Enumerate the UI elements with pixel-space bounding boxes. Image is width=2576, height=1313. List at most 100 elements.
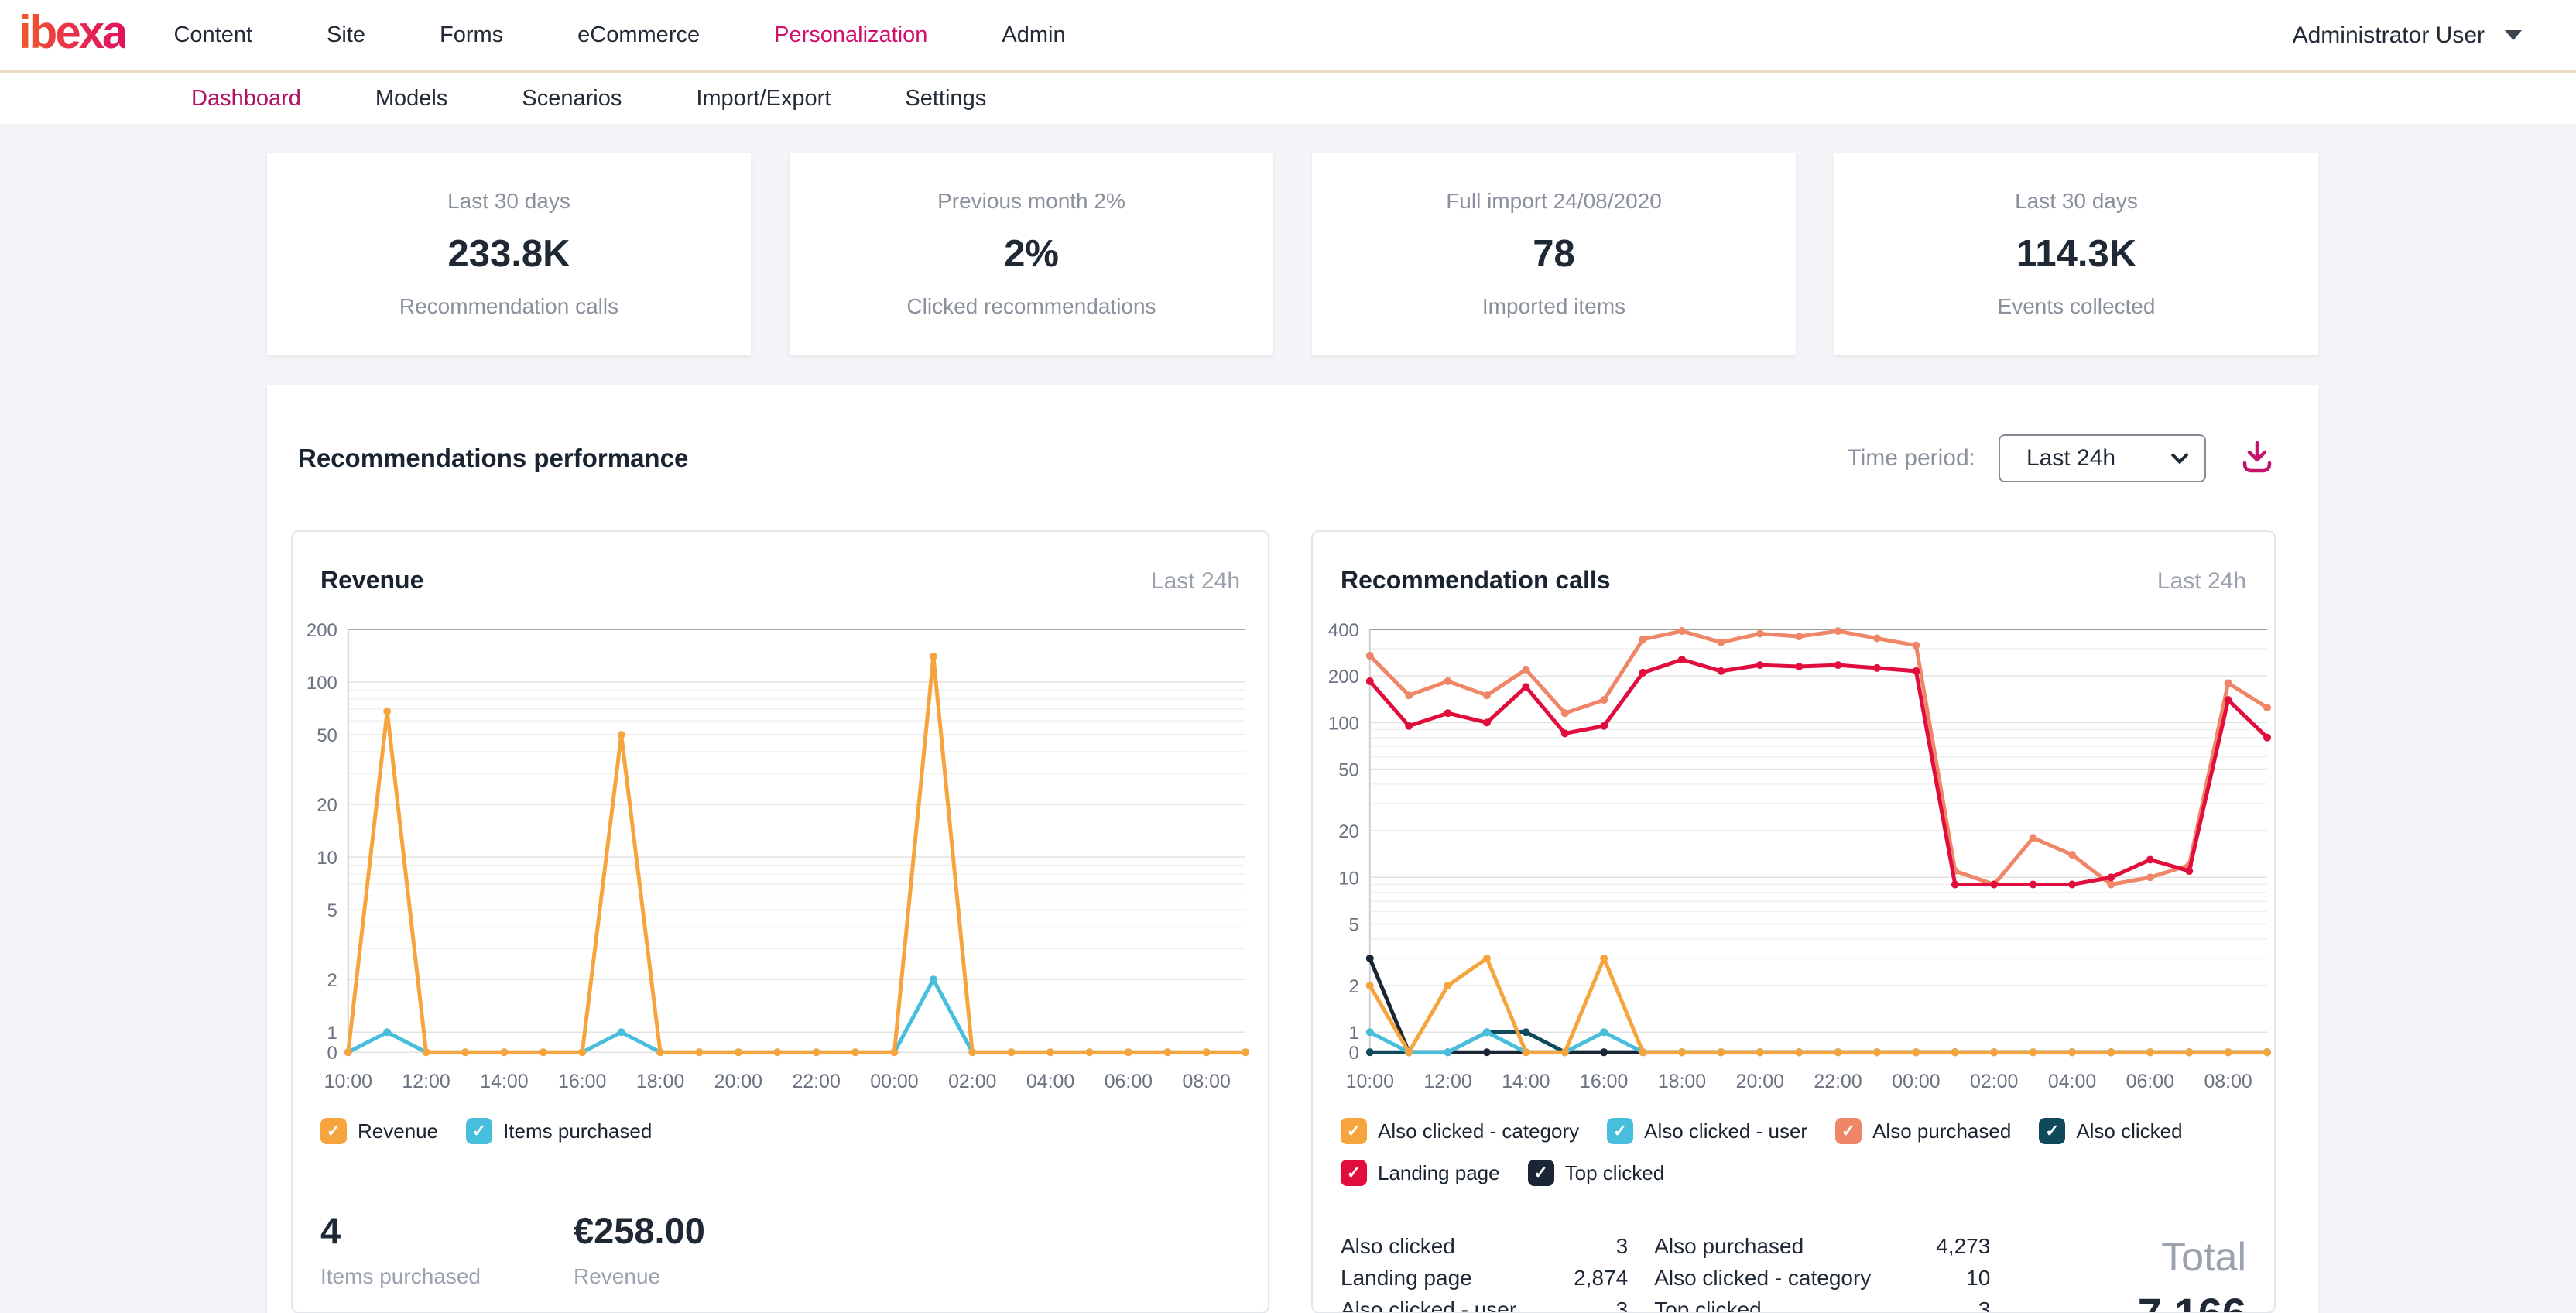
legend-item-also-clicked-user[interactable]: ✓ Also clicked - user [1607,1118,1807,1144]
svg-text:14:00: 14:00 [480,1071,528,1092]
legend-item-also-clicked[interactable]: ✓ Also clicked [2039,1118,2183,1144]
subnav-item-dashboard[interactable]: Dashboard [191,85,301,111]
chart-period: Last 24h [1150,568,1240,594]
chart-stat-label: Items purchased [320,1264,481,1288]
checkbox-checked-icon[interactable]: ✓ [1527,1160,1554,1186]
stat-period: Last 30 days [2015,189,2138,213]
svg-text:04:00: 04:00 [2048,1071,2096,1092]
charts-row: Revenue Last 24h 200 100 50 20 10 5 2 1 0 10:00 12… [291,530,2276,1313]
chart-title: Revenue [320,566,424,594]
svg-text:08:00: 08:00 [2204,1071,2252,1092]
download-button[interactable] [2239,439,2276,478]
svg-text:100: 100 [307,673,337,694]
user-menu[interactable]: Administrator User [2293,22,2522,49]
stat-card-clicked-recommendations: Previous month 2% 2% Clicked recommendat… [790,153,1273,355]
legend-label: Also purchased [1872,1119,2012,1143]
recommendation-calls-summary: Also clicked 3 Also purchased 4,273 Landing … [1313,1186,2274,1313]
svg-text:14:00: 14:00 [1502,1071,1550,1092]
svg-text:10:00: 10:00 [324,1071,372,1092]
checkbox-checked-icon[interactable]: ✓ [1607,1118,1634,1144]
legend-item-also-purchased[interactable]: ✓ Also purchased [1835,1118,2011,1144]
recommendation-calls-line-chart: 400 200 100 50 20 10 5 2 10 10:00 12:00 14:00 16:00 1… [1328,620,2272,1092]
time-period-select[interactable]: Last 24h [1999,434,2206,482]
stat-label: Events collected [1997,294,2156,318]
checkbox-checked-icon[interactable]: ✓ [2039,1118,2066,1144]
svg-text:20:00: 20:00 [1736,1071,1784,1092]
chart-period: Last 24h [2156,568,2246,594]
legend-item-landing-page[interactable]: ✓ Landing page [1341,1160,1500,1186]
stat-label: Clicked recommendations [906,294,1156,318]
legend-item-also-clicked-category[interactable]: ✓ Also clicked - category [1341,1118,1579,1144]
checkbox-checked-icon[interactable]: ✓ [1341,1160,1367,1186]
nav-item-site[interactable]: Site [327,22,365,47]
svg-text:22:00: 22:00 [792,1071,840,1092]
total-value: 7,166 [2138,1288,2246,1312]
checkbox-checked-icon[interactable]: ✓ [1341,1118,1367,1144]
legend-label: Items purchased [503,1119,653,1143]
nav-item-ecommerce[interactable]: eCommerce [577,22,701,47]
svg-text:100: 100 [1328,713,1359,734]
legend-label: Also clicked - category [1378,1119,1580,1143]
summary-label: Also purchased [1654,1234,1804,1258]
chart-header: Recommendation calls Last 24h [1313,532,2274,595]
svg-text:06:00: 06:00 [2126,1071,2174,1092]
legend-label: Landing page [1378,1160,1500,1184]
checkbox-checked-icon[interactable]: ✓ [320,1118,347,1144]
stat-card-recommendation-calls: Last 30 days 233.8K Recommendation calls [267,153,751,355]
svg-text:400: 400 [1328,620,1359,641]
summary-value: 3 [1615,1234,1629,1258]
chart-stat-value: €258.00 [574,1210,705,1251]
stat-value: 114.3K [2016,233,2137,275]
stat-card-events-collected: Last 30 days 114.3K Events collected [1834,153,2318,355]
legend-item-revenue[interactable]: ✓ Revenue [320,1118,438,1144]
svg-text:50: 50 [1338,760,1359,781]
time-period-control: Time period: Last 24h [1847,434,2276,482]
svg-text:5: 5 [327,900,337,921]
svg-text:2: 2 [327,970,337,991]
svg-text:2: 2 [1349,976,1359,997]
summary-label: Also clicked - user [1341,1298,1517,1313]
checkbox-checked-icon[interactable]: ✓ [466,1118,493,1144]
subnav-item-models[interactable]: Models [375,85,448,111]
svg-text:12:00: 12:00 [402,1071,450,1092]
legend-item-top-clicked[interactable]: ✓ Top clicked [1527,1160,1664,1186]
chart-header: Revenue Last 24h [293,532,1268,595]
checkbox-checked-icon[interactable]: ✓ [1835,1118,1862,1144]
svg-text:1: 1 [1349,1023,1359,1044]
main-nav: Content Site Forms eCommerce Personaliza… [173,22,1065,48]
chevron-down-icon [2170,446,2189,465]
revenue-chart-stats: 4 Items purchased €258.00 Revenue [293,1144,1268,1289]
svg-text:20:00: 20:00 [714,1071,762,1092]
recommendations-performance-card: Recommendations performance Time period:… [267,385,2318,1313]
summary-table: Also clicked 3 Also purchased 4,273 Landing … [1341,1234,1990,1313]
subnav-item-settings[interactable]: Settings [905,85,987,111]
total-label: Total [2161,1235,2246,1280]
summary-label: Landing page [1341,1266,1472,1290]
chart-stat: 4 Items purchased [320,1209,481,1289]
nav-item-forms[interactable]: Forms [440,22,504,47]
time-period-value: Last 24h [2026,445,2116,471]
nav-item-admin[interactable]: Admin [1002,22,1066,47]
ibexa-logo[interactable]: ibexa [19,9,128,62]
subnav-item-scenarios[interactable]: Scenarios [522,85,622,111]
svg-text:08:00: 08:00 [1183,1071,1231,1092]
subnav-item-import-export[interactable]: Import/Export [696,85,831,111]
nav-item-content[interactable]: Content [173,22,253,47]
nav-item-personalization[interactable]: Personalization [774,22,928,47]
legend-label: Also clicked [2076,1119,2183,1143]
stat-label: Recommendation calls [399,294,619,318]
svg-text:10: 10 [1338,868,1359,889]
revenue-chart-legend: ✓ Revenue ✓ Items purchased [293,1113,1268,1144]
chart-stat: €258.00 Revenue [574,1209,705,1289]
stat-label: Imported items [1482,294,1626,318]
summary-label: Also clicked - category [1654,1266,1872,1290]
svg-text:00:00: 00:00 [1892,1071,1940,1092]
stat-value: 2% [1004,233,1059,275]
chart-title: Recommendation calls [1341,566,1611,594]
svg-text:16:00: 16:00 [1580,1071,1628,1092]
revenue-line-chart: 200 100 50 20 10 5 2 10 10:00 12:00 14:00 16:00 18:0… [307,620,1250,1092]
stat-value: 78 [1533,233,1575,275]
legend-item-items-purchased[interactable]: ✓ Items purchased [466,1118,652,1144]
svg-text:10:00: 10:00 [1346,1071,1394,1092]
recommendation-calls-chart-card: Recommendation calls Last 24h 400 200 100 5… [1311,530,2276,1313]
